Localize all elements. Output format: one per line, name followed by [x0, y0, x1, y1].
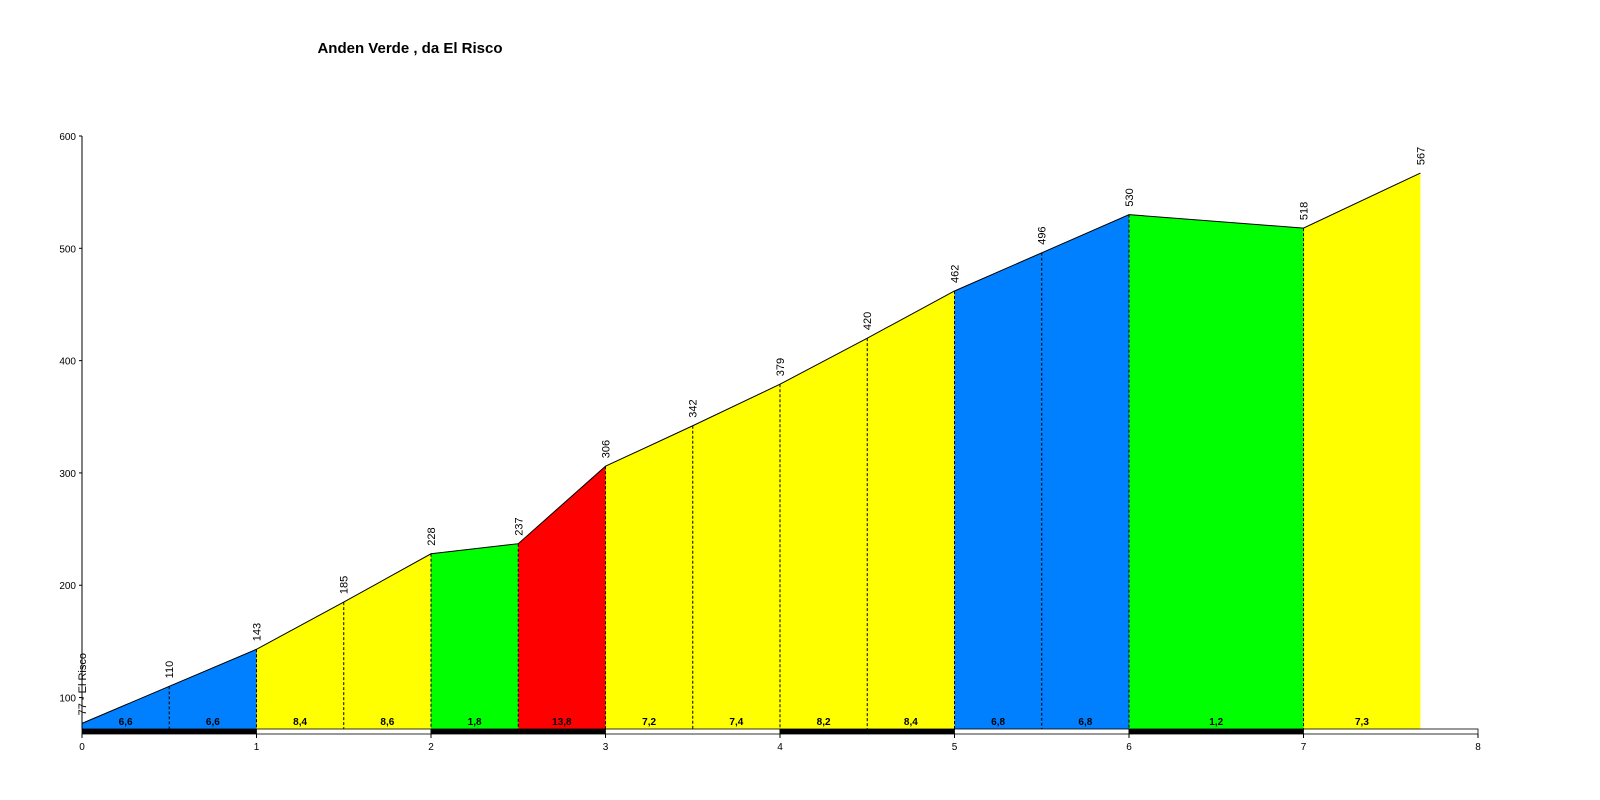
segment [605, 425, 693, 729]
y-tick-label: 400 [59, 357, 76, 368]
gradient-label: 8,4 [904, 717, 918, 728]
point-label: 185 [339, 576, 351, 594]
gradient-label: 6,6 [119, 717, 133, 728]
y-tick-label: 100 [59, 694, 76, 705]
gradient-label: 6,8 [1078, 717, 1092, 728]
segment [692, 384, 780, 729]
gradient-label: 6,8 [991, 717, 1005, 728]
segment [1303, 173, 1421, 729]
segment [867, 290, 955, 729]
x-tick-label: 8 [1475, 742, 1481, 753]
segment [343, 553, 431, 729]
x-tick-label: 5 [952, 742, 958, 753]
chart-title: Anden Verde , da El Risco [317, 40, 502, 57]
point-label: 530 [1124, 188, 1136, 206]
km-strip [954, 728, 1130, 735]
x-tick-label: 4 [777, 742, 783, 753]
x-tick-label: 7 [1301, 742, 1307, 753]
segment [431, 543, 519, 729]
point-label: 228 [426, 527, 438, 545]
gradient-label: 7,4 [729, 717, 743, 728]
segment [1129, 214, 1304, 729]
segment [169, 649, 257, 729]
km-strip [81, 728, 257, 735]
km-strip [1303, 728, 1479, 735]
segment [518, 466, 606, 729]
y-tick-label: 200 [59, 581, 76, 592]
gradient-label: 7,2 [642, 717, 656, 728]
km-strip [605, 728, 781, 735]
point-label: 77 - El Risco [77, 653, 89, 715]
point-label: 420 [862, 312, 874, 330]
point-label: 110 [164, 661, 176, 679]
segment [780, 338, 868, 729]
x-tick-label: 3 [603, 742, 609, 753]
point-label: 143 [252, 623, 264, 641]
km-strip [256, 728, 432, 735]
point-label: 237 [513, 517, 525, 535]
point-label: 567 [1415, 147, 1427, 165]
x-tick-label: 2 [428, 742, 434, 753]
gradient-label: 8,6 [380, 717, 394, 728]
segment [82, 686, 170, 729]
gradient-label: 8,4 [293, 717, 307, 728]
gradient-label: 8,2 [817, 717, 831, 728]
y-tick-label: 500 [59, 244, 76, 255]
x-tick-label: 0 [79, 742, 85, 753]
km-strip [1128, 728, 1304, 735]
x-tick-label: 6 [1126, 742, 1132, 753]
gradient-label: 1,8 [468, 717, 482, 728]
gradient-label: 1,2 [1209, 717, 1223, 728]
point-label: 342 [688, 399, 700, 417]
y-tick-label: 600 [59, 132, 76, 143]
segment [256, 602, 344, 729]
point-label: 462 [950, 265, 962, 283]
km-strip [430, 728, 606, 735]
segment [1041, 214, 1129, 729]
point-label: 496 [1037, 226, 1049, 244]
point-label: 379 [775, 358, 787, 376]
x-tick-label: 1 [254, 742, 260, 753]
gradient-label: 7,3 [1355, 717, 1369, 728]
y-tick-label: 300 [59, 469, 76, 480]
point-label: 518 [1299, 202, 1311, 220]
km-strip [779, 728, 955, 735]
profile-line [81, 172, 1421, 724]
gradient-label: 6,6 [206, 717, 220, 728]
point-label: 306 [601, 440, 613, 458]
gradient-label: 13,8 [552, 717, 572, 728]
segment [954, 252, 1042, 729]
